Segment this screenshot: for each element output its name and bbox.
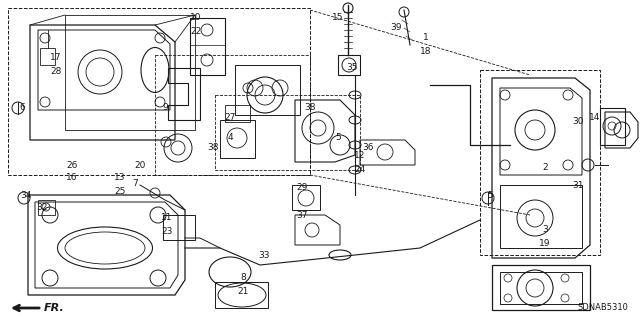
- Text: 27: 27: [224, 114, 236, 122]
- Text: 10: 10: [190, 13, 202, 23]
- Text: FR.: FR.: [44, 303, 65, 313]
- Text: 38: 38: [304, 103, 316, 113]
- Text: 28: 28: [51, 68, 61, 77]
- Text: 37: 37: [296, 211, 308, 219]
- Text: 33: 33: [259, 251, 269, 261]
- Text: 5: 5: [335, 133, 341, 143]
- Text: 14: 14: [589, 114, 601, 122]
- Text: 31: 31: [572, 181, 584, 189]
- Text: 32: 32: [36, 204, 48, 212]
- Text: 6: 6: [19, 103, 25, 113]
- Text: 34: 34: [20, 190, 32, 199]
- Text: 29: 29: [296, 183, 308, 192]
- Text: 15: 15: [332, 13, 344, 23]
- Text: 16: 16: [67, 174, 77, 182]
- Text: 23: 23: [161, 227, 173, 236]
- Text: 13: 13: [115, 174, 125, 182]
- Text: 12: 12: [355, 151, 365, 160]
- Text: 24: 24: [355, 165, 365, 174]
- Text: 5: 5: [487, 191, 493, 201]
- Text: 36: 36: [362, 144, 374, 152]
- Text: 22: 22: [190, 27, 202, 36]
- Text: 11: 11: [161, 213, 173, 222]
- Text: 7: 7: [132, 180, 138, 189]
- Text: 2: 2: [542, 164, 548, 173]
- Text: 25: 25: [115, 188, 125, 197]
- Text: 20: 20: [134, 160, 146, 169]
- Text: 18: 18: [420, 48, 432, 56]
- Text: 39: 39: [390, 24, 402, 33]
- Text: 19: 19: [540, 240, 551, 249]
- Text: 3: 3: [542, 226, 548, 234]
- Text: SDNAB5310: SDNAB5310: [577, 303, 628, 312]
- Text: 17: 17: [51, 54, 61, 63]
- Text: 21: 21: [237, 287, 249, 296]
- Text: 30: 30: [572, 117, 584, 127]
- Text: 9: 9: [162, 103, 168, 113]
- Text: 8: 8: [240, 273, 246, 283]
- Text: 38: 38: [207, 144, 219, 152]
- Text: 35: 35: [346, 63, 358, 72]
- Text: 1: 1: [423, 33, 429, 42]
- Text: 26: 26: [67, 160, 77, 169]
- Text: 4: 4: [227, 133, 233, 143]
